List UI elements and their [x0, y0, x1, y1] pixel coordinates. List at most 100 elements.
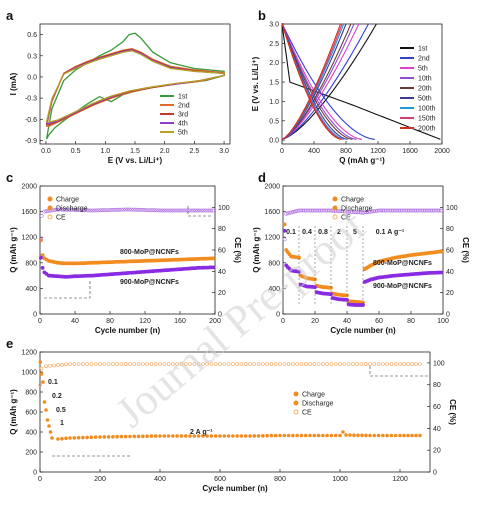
data-point [183, 362, 188, 366]
data-point [85, 435, 89, 440]
data-point [72, 436, 77, 440]
data-point [265, 433, 269, 438]
data-point [235, 362, 239, 366]
data-point [391, 208, 396, 213]
series-line-200th-charge [281, 23, 341, 140]
data-point [72, 362, 77, 366]
series-line-50th-discharge [281, 23, 348, 140]
data-point [92, 208, 97, 213]
data-point [189, 208, 194, 213]
data-point [398, 433, 402, 438]
y2-tick-label: 80 [446, 226, 454, 233]
data-point [273, 362, 278, 366]
data-point [406, 433, 410, 438]
data-point [111, 434, 115, 439]
data-point [256, 362, 261, 366]
series-markers-900-MoP@NCNFs [39, 255, 216, 279]
series-line-1st-charge [281, 23, 377, 140]
data-point [385, 362, 389, 366]
annotation-800: 800-MoP@NCNFs [120, 249, 179, 256]
data-point [119, 434, 124, 439]
data-point [128, 362, 132, 366]
data-point [65, 207, 70, 212]
data-point [209, 362, 214, 366]
data-point [39, 372, 44, 376]
data-point [98, 208, 103, 213]
y-tick-label: 0.0 [27, 74, 37, 81]
data-point [166, 434, 171, 438]
data-point [176, 208, 181, 213]
data-point [93, 435, 98, 439]
legend-marker-Discharge [332, 205, 338, 211]
data-point [129, 207, 134, 212]
legend-marker-Charge [47, 196, 53, 202]
data-point [104, 208, 109, 213]
legend-label-Charge: Charge [341, 197, 364, 204]
data-point [398, 208, 403, 213]
data-point [205, 208, 210, 213]
data-point [345, 209, 349, 214]
data-point [201, 362, 205, 366]
data-point [201, 434, 205, 438]
y-tick-label: 1200 [21, 235, 37, 242]
x-tick-label: 0 [38, 476, 42, 483]
data-point [195, 208, 200, 213]
data-point [213, 434, 218, 438]
data-point [193, 208, 198, 213]
y2-tick-label: 0 [433, 470, 437, 477]
data-point [93, 362, 98, 366]
x-tick-label: 40 [343, 318, 351, 325]
series-markers-CE [39, 207, 216, 242]
data-point [363, 362, 368, 366]
x-tick-label: 800 [274, 476, 286, 483]
data-point [375, 208, 380, 213]
data-point [389, 433, 394, 438]
series-markers-CE [38, 362, 422, 387]
data-point [364, 210, 369, 215]
x-tick-label: 0.5 [71, 148, 81, 155]
x-tick-label: 20 [311, 318, 319, 325]
data-point [364, 433, 368, 438]
y-tick-label: -0.6 [25, 117, 37, 124]
legend-label-1st: 1st [418, 46, 427, 53]
data-point [252, 434, 257, 438]
legend-label-CE: CE [56, 215, 66, 222]
data-point [329, 362, 334, 366]
data-point [38, 360, 43, 364]
x-tick-label: 0.0 [41, 148, 51, 155]
data-point [123, 362, 128, 366]
series-markers-800-MoP@NCNFs [39, 238, 216, 266]
panel-label-c: c [6, 170, 13, 185]
data-point [316, 433, 321, 438]
axes-a [39, 23, 231, 145]
legend-label-Discharge: Discharge [341, 206, 373, 213]
data-point [41, 380, 45, 384]
legend-label-CE: CE [341, 215, 351, 222]
data-point [321, 362, 325, 366]
data-point [393, 433, 398, 438]
data-point [110, 207, 114, 212]
legend-label-50th: 50th [418, 96, 432, 103]
data-point [121, 207, 126, 212]
data-point [355, 210, 360, 215]
y-tick-label: -0.3 [25, 96, 37, 103]
data-point [293, 209, 298, 214]
data-point [85, 362, 89, 366]
rate-label: 0.1 [48, 379, 58, 386]
legend-marker-CE [332, 214, 338, 220]
data-point [141, 434, 145, 439]
data-point [148, 208, 153, 213]
data-point [295, 209, 300, 213]
data-point [115, 434, 119, 439]
data-point [239, 362, 244, 366]
y2-axis-label: CE (%) [233, 237, 242, 263]
x-tick-label: 1000 [332, 476, 348, 483]
y-tick-label: 0 [33, 312, 37, 319]
y-tick-label: 1.5 [269, 80, 279, 87]
data-point [136, 362, 141, 366]
data-point [333, 362, 338, 366]
data-point [39, 237, 43, 242]
data-point [248, 434, 252, 438]
data-point [308, 433, 312, 438]
series-line-2nd-discharge [281, 22, 375, 140]
